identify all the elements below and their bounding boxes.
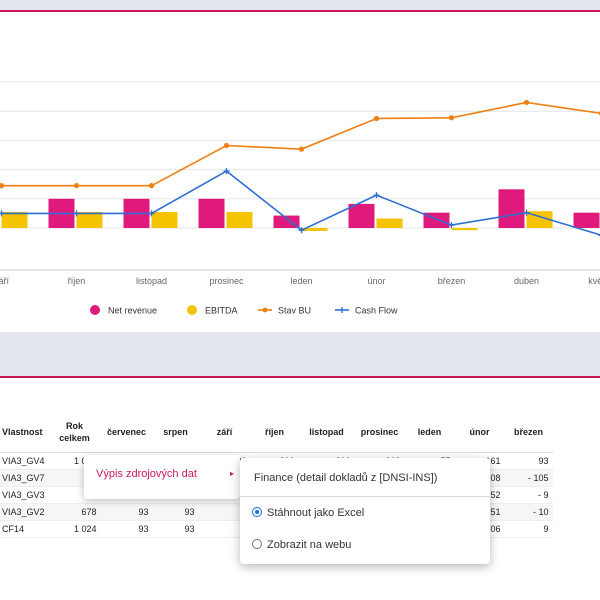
bar [226, 211, 253, 228]
series-line [1, 101, 600, 187]
col-header: Vlastnost [0, 412, 49, 453]
x-tick-label: říjen [68, 276, 86, 286]
option-label: Zobrazit na webu [267, 539, 352, 551]
bar [451, 228, 478, 231]
radio-selected-icon[interactable] [252, 507, 262, 517]
bar [301, 228, 328, 231]
line-point [373, 115, 380, 122]
table-cell [198, 520, 251, 538]
col-header: listopad [298, 412, 355, 453]
line-point [148, 210, 155, 217]
legend-marker-icon [262, 307, 268, 313]
col-header: prosinec [354, 412, 405, 453]
bar [151, 211, 178, 228]
table-cell: - 9 [504, 486, 553, 504]
line-point [298, 146, 305, 152]
chart-panel: září říjen listopad prosinec leden únor březen… [0, 10, 600, 332]
table-cell: 93 [100, 520, 153, 538]
col-header: září [198, 412, 251, 453]
submenu-arrow-icon: ▸ [229, 469, 234, 478]
context-menu: Výpis zdrojových dat ▸ [84, 455, 240, 499]
option-label: Stáhnout jako Excel [267, 507, 365, 519]
legend-label: Stav BU [278, 306, 311, 316]
row-label: CF14 [0, 520, 49, 538]
x-tick-label: únor [367, 276, 385, 286]
col-header: červenec [100, 412, 153, 453]
bar [573, 212, 600, 228]
submenu-divider [240, 496, 490, 497]
line-point [373, 192, 380, 199]
bar [498, 189, 525, 228]
table-cell: 93 [100, 503, 153, 521]
x-tick-label: listopad [136, 276, 167, 286]
table-cell: 93 [152, 503, 199, 521]
line-point [523, 209, 530, 216]
line-point [73, 210, 80, 217]
table-cell [198, 503, 251, 521]
submenu: Finance (detail dokladů z [DNSI-INS]) St… [240, 458, 490, 564]
bar [1, 211, 28, 228]
line-point [0, 210, 5, 217]
row-label: VIA3_GV3 [0, 486, 49, 504]
legend-marker-icon [187, 305, 197, 315]
table-cell: - 105 [504, 469, 553, 487]
legend-label: EBITDA [205, 306, 238, 316]
col-header: Rok celkem [48, 412, 101, 453]
row-label: VIA3_GV4 [0, 452, 49, 470]
x-tick-label: duben [514, 276, 539, 286]
line-point [523, 99, 530, 106]
radio-icon[interactable] [252, 539, 262, 549]
line-point [223, 142, 230, 149]
col-header: březen [504, 412, 553, 453]
x-tick-label: leden [290, 276, 312, 286]
combo-chart: září říjen listopad prosinec leden únor březen… [0, 81, 600, 316]
table-cell: 93 [504, 452, 553, 470]
table-cell: - 10 [504, 503, 553, 521]
table-cell: 9 [504, 520, 553, 538]
bar [76, 211, 103, 228]
line-point [0, 183, 5, 189]
table-cell: 1 024 [48, 520, 101, 538]
col-header: leden [404, 412, 455, 453]
col-header: říjen [250, 412, 299, 453]
line-point [223, 168, 230, 175]
row-label: VIA3_GV7 [0, 469, 49, 487]
line-point [73, 183, 80, 189]
x-tick-label: květen [588, 276, 600, 286]
bar [273, 215, 300, 228]
row-label: VIA3_GV2 [0, 503, 49, 521]
x-tick-label: březen [438, 276, 466, 286]
bar [348, 203, 375, 228]
legend-marker-icon [90, 305, 100, 315]
submenu-header: Finance (detail dokladů z [DNSI-INS]) [254, 472, 438, 484]
bar [198, 198, 225, 228]
line-point [448, 222, 455, 229]
source-data-menu-item[interactable]: Výpis zdrojových dat [96, 468, 197, 480]
legend-label: Cash Flow [355, 306, 398, 316]
x-tick-label: září [0, 276, 9, 286]
panel-gap [0, 332, 600, 376]
option-show-web[interactable]: Zobrazit na webu [252, 536, 351, 554]
table-header-row: Vlastnost Rok celkem červenec srpen září… [0, 412, 553, 453]
table-cell: 93 [152, 520, 199, 538]
option-download-excel[interactable]: Stáhnout jako Excel [252, 504, 364, 522]
col-header: únor [454, 412, 505, 453]
table-cell: 678 [48, 503, 101, 521]
x-tick-label: prosinec [209, 276, 244, 286]
line-point [448, 115, 455, 121]
col-header: srpen [152, 412, 199, 453]
line-point [148, 183, 155, 189]
legend-label: Net revenue [108, 306, 157, 316]
line-point [298, 227, 305, 234]
bar [376, 218, 403, 228]
